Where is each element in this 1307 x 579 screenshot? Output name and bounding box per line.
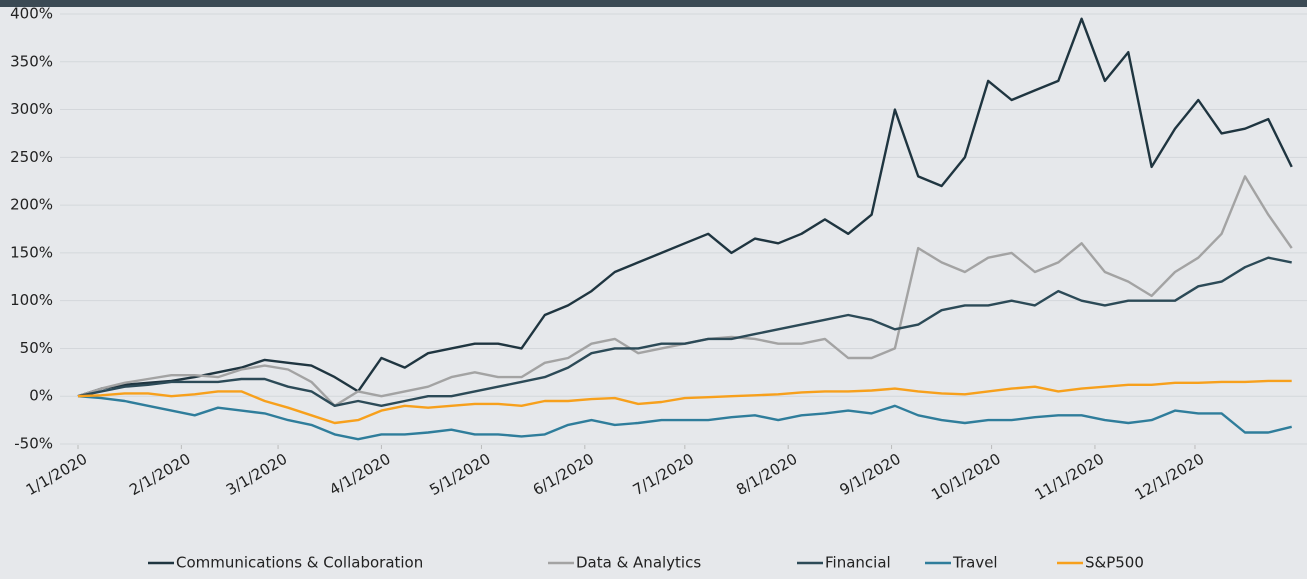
series-line: [77, 395, 1292, 441]
y-tick-label: 350%: [10, 52, 53, 70]
legend-label: Financial: [825, 554, 891, 572]
y-tick-label: 200%: [10, 196, 53, 214]
series-line: [77, 17, 1293, 398]
y-tick-label: 300%: [10, 100, 53, 118]
legend-label: Communications & Collaboration: [176, 554, 423, 572]
top-bar: [0, 0, 1307, 7]
y-tick-label: 150%: [10, 243, 53, 261]
legend-label: S&P500: [1085, 554, 1144, 572]
series-line: [77, 256, 1292, 407]
y-tick-label: -50%: [14, 435, 53, 453]
series-line: [77, 379, 1292, 425]
grid-layer: [60, 13, 1307, 449]
y-tick-label: 250%: [10, 148, 53, 166]
line-layer: [77, 17, 1293, 441]
y-tick-label: 400%: [10, 5, 53, 23]
y-tick-label: 100%: [10, 291, 53, 309]
legend-label: Data & Analytics: [576, 554, 701, 572]
legend-label: Travel: [952, 554, 998, 572]
y-tick-label: 0%: [29, 387, 53, 405]
y-tick-label: 50%: [20, 339, 53, 357]
